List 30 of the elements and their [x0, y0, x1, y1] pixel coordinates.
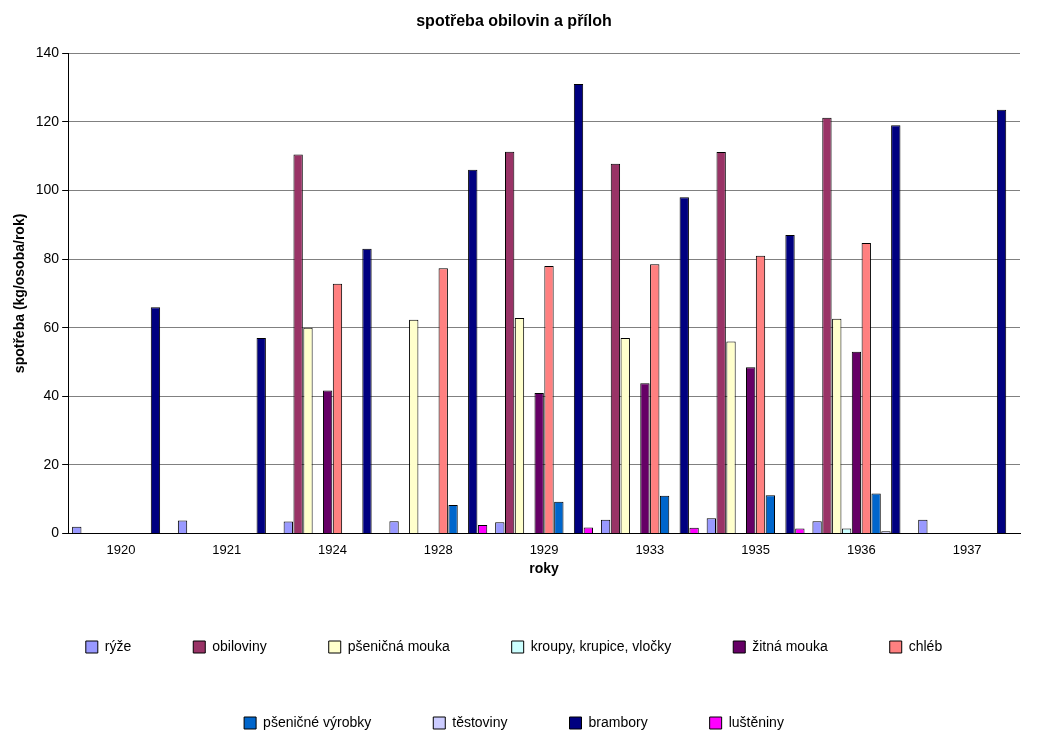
y-tick-label: 60: [43, 318, 60, 335]
y-tick-label: 140: [35, 44, 60, 61]
legend-label: těstoviny: [452, 713, 508, 730]
y-tick-label: 120: [35, 112, 60, 129]
x-tick-label: 1924: [318, 541, 348, 557]
y-axis-title: spotřeba (kg/osoba/rok): [11, 213, 28, 374]
x-tick-label: 1933: [635, 541, 665, 557]
x-tick-label: 1935: [741, 541, 771, 557]
x-tick-label: 1929: [529, 541, 559, 557]
legend-label: pšeničné výrobky: [263, 713, 372, 730]
legend-label: pšeničná mouka: [347, 637, 450, 654]
legend-label: žitná mouka: [752, 637, 828, 654]
x-axis-title: roky: [529, 560, 560, 577]
legend-label: luštěniny: [728, 713, 784, 730]
legend-label: obiloviny: [212, 637, 267, 654]
y-tick-label: 40: [43, 387, 60, 404]
y-tick-label: 100: [35, 181, 60, 198]
y-tick-label: 0: [51, 524, 60, 541]
chart-title: spotřeba obilovin a příloh: [416, 12, 612, 30]
x-tick-label: 1921: [212, 541, 242, 557]
x-tick-label: 1936: [846, 541, 876, 557]
x-tick-label: 1937: [952, 541, 982, 557]
x-tick-label: 1920: [106, 541, 136, 557]
legend-label: kroupy, krupice, vločky: [530, 637, 672, 654]
y-tick-label: 80: [43, 249, 60, 266]
legend-label: chléb: [908, 637, 943, 654]
legend-label: rýže: [104, 637, 132, 654]
y-tick-label: 20: [43, 455, 60, 472]
legend-label: brambory: [588, 713, 648, 730]
x-tick-label: 1928: [423, 541, 453, 557]
